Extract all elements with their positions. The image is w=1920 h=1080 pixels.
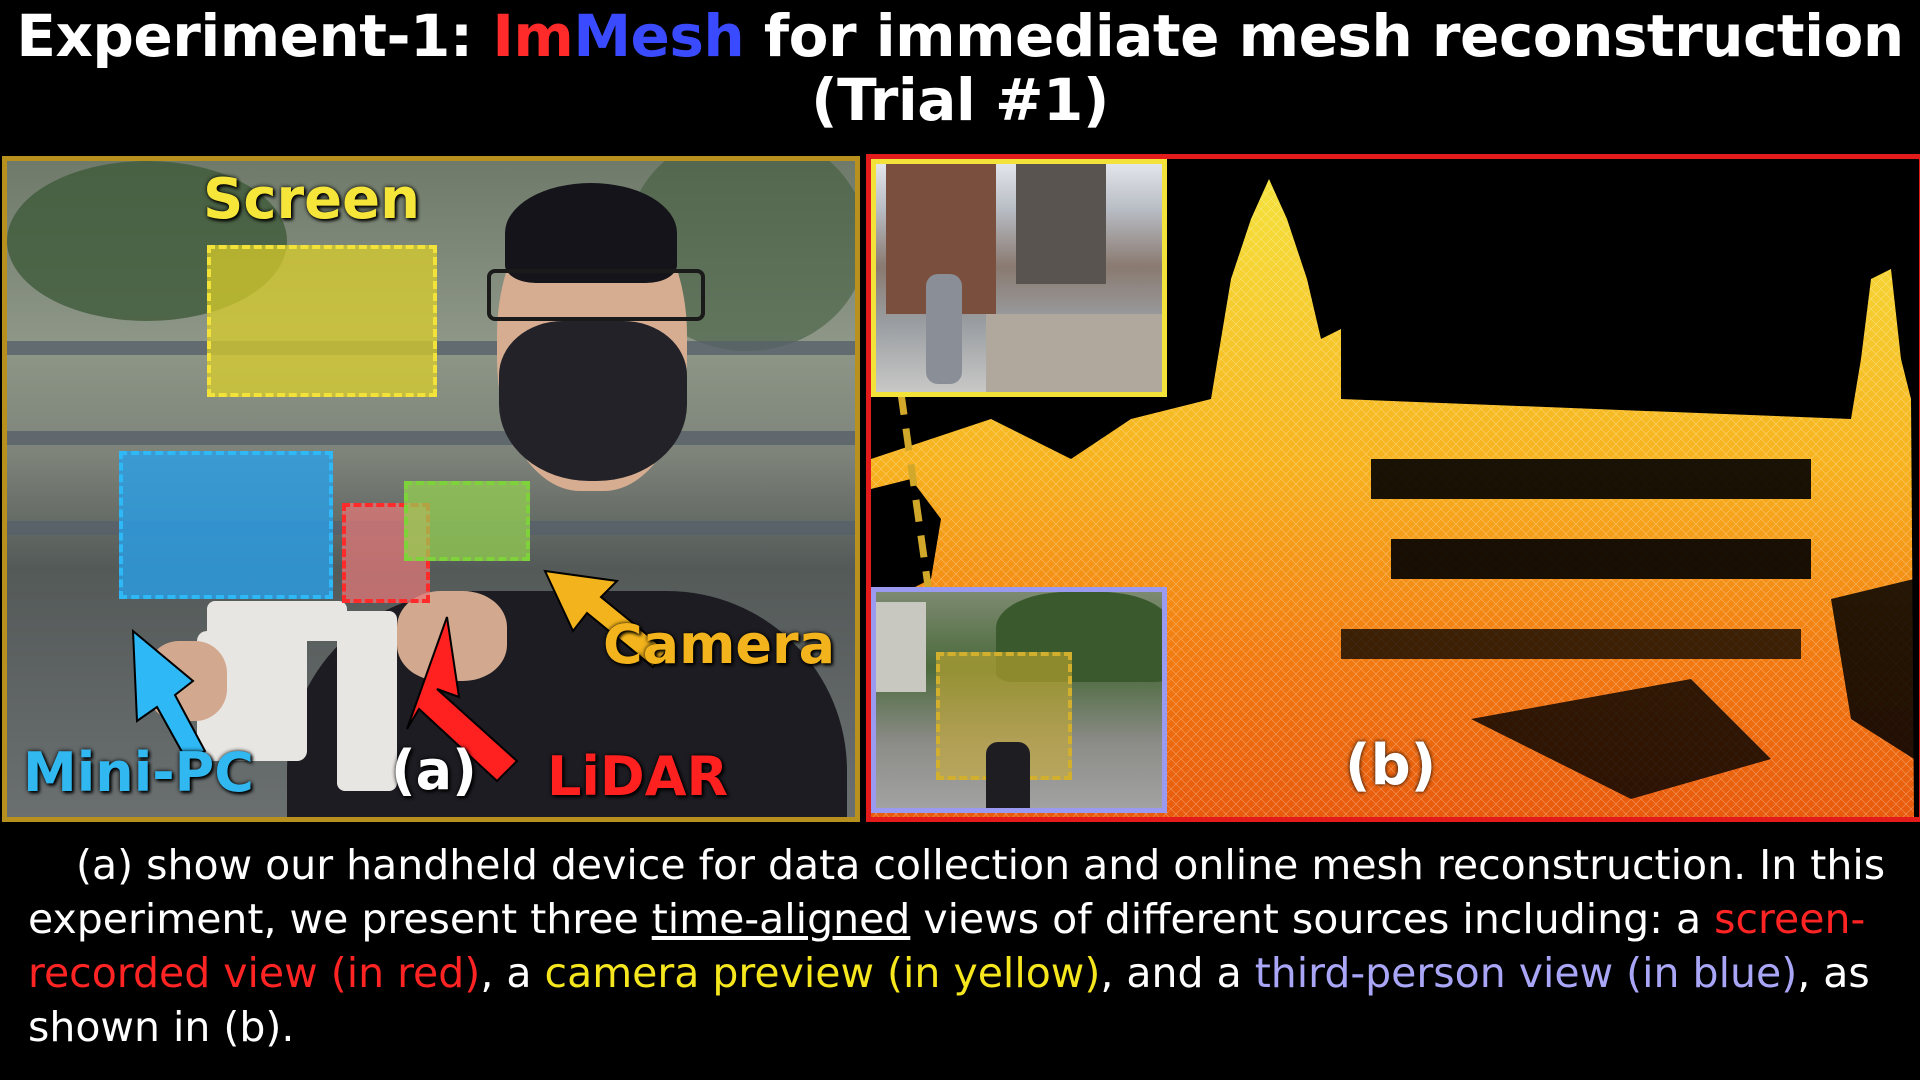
annotation-arrows bbox=[131, 569, 669, 783]
camera-highlight-box bbox=[404, 481, 530, 561]
lidar-label: LiDAR bbox=[547, 745, 729, 808]
title-name-mesh: Mesh bbox=[573, 2, 745, 70]
mesh-hole bbox=[1471, 679, 1771, 799]
caption-text: (a) show our handheld device for data co… bbox=[28, 841, 1886, 943]
caption-underlined: time-aligned bbox=[651, 895, 911, 943]
caption-text: , a bbox=[480, 949, 545, 997]
person-glasses bbox=[487, 269, 705, 321]
mesh-hole bbox=[1831, 579, 1914, 759]
mesh-hole bbox=[1391, 539, 1811, 579]
panel-a-device-photo: Screen Camera Mini-PC (a) LiDAR bbox=[2, 156, 860, 822]
camera-arrow bbox=[543, 569, 669, 669]
inset-person bbox=[986, 742, 1030, 808]
title-line-1: Experiment-1: ImMesh for immediate mesh … bbox=[0, 4, 1920, 68]
figure-caption: (a) show our handheld device for data co… bbox=[28, 838, 1898, 1054]
camera-label: Camera bbox=[603, 613, 836, 676]
caption-red-highlight: screen-recorded view (in red) bbox=[28, 895, 1866, 997]
device-grip bbox=[337, 611, 397, 791]
caption-text: , as shown in (b). bbox=[28, 949, 1870, 1051]
caption-yellow-highlight: camera preview (in yellow) bbox=[544, 949, 1101, 997]
inset-bridge bbox=[986, 314, 1162, 392]
caption-text: , and a bbox=[1100, 949, 1255, 997]
screen-highlight-box bbox=[207, 245, 437, 397]
camera-preview-inset bbox=[871, 159, 1167, 397]
caption-blue-highlight: third-person view (in blue) bbox=[1254, 949, 1798, 997]
person-face-mask bbox=[499, 321, 687, 481]
minipc-highlight-box bbox=[119, 451, 333, 599]
title-name-im: Im bbox=[492, 2, 574, 70]
inset-building bbox=[876, 602, 926, 692]
panel-b-tag: (b) bbox=[1345, 733, 1437, 798]
caption-text: views of different sources including: a bbox=[910, 895, 1715, 943]
minipc-label: Mini-PC bbox=[23, 741, 254, 804]
lidar-arrow bbox=[406, 616, 519, 783]
mesh-hole bbox=[871, 479, 941, 599]
title-prefix: Experiment-1: bbox=[16, 2, 493, 70]
screen-label: Screen bbox=[203, 167, 420, 232]
minipc-arrow bbox=[131, 628, 207, 763]
title-line-2: (Trial #1) bbox=[811, 66, 1109, 134]
inset-building bbox=[1016, 164, 1106, 284]
person-hair bbox=[505, 183, 677, 283]
page-title: Experiment-1: ImMesh for immediate mesh … bbox=[0, 4, 1920, 132]
mesh-hole bbox=[1341, 629, 1801, 659]
inset-person bbox=[926, 274, 962, 384]
third-person-view-inset bbox=[871, 587, 1167, 813]
title-suffix: for immediate mesh reconstruction bbox=[744, 2, 1904, 70]
panel-b-mesh-view: (b) bbox=[866, 154, 1920, 822]
mesh-hole bbox=[1371, 459, 1811, 499]
panel-a-tag: (a) bbox=[391, 739, 477, 802]
